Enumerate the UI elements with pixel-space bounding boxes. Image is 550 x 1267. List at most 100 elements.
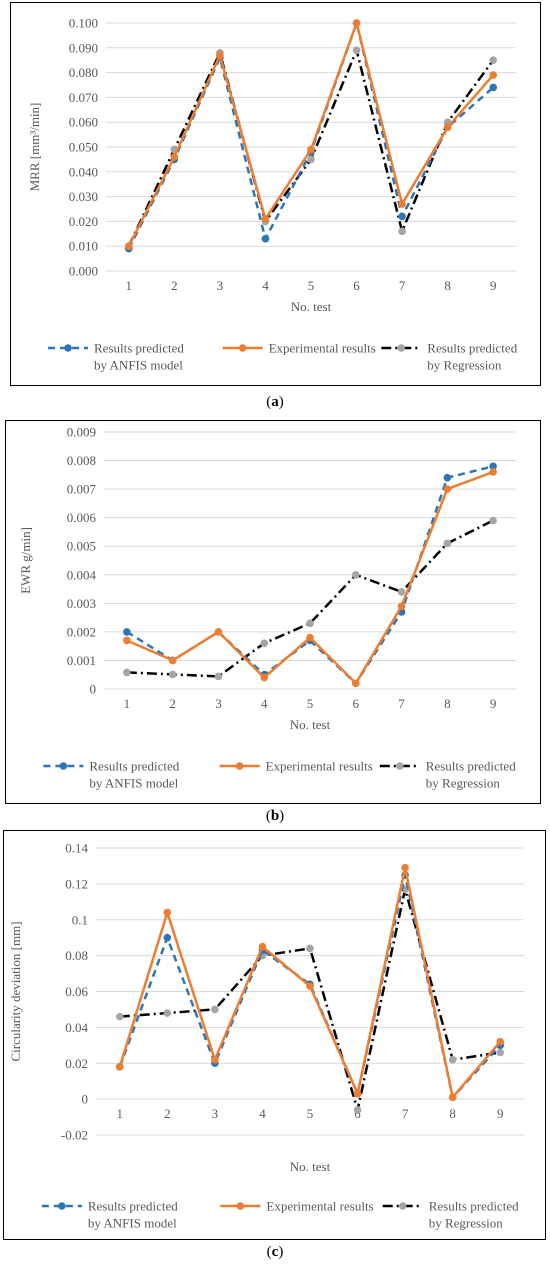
x-tick-label: 4: [262, 278, 269, 293]
legend-swatch-marker: [64, 344, 72, 352]
y-tick-label: 0.100: [69, 16, 98, 31]
legend-label-line: Experimental results: [266, 1199, 373, 1214]
data-point-experimental: [496, 1037, 505, 1046]
data-point-experimental: [170, 153, 179, 161]
x-tick-label: 5: [307, 696, 314, 711]
x-tick-label: 7: [399, 278, 406, 293]
legend-label-line: Experimental results: [266, 759, 373, 774]
legend-label-line: Results predicted: [94, 341, 184, 356]
data-point-regression: [163, 1009, 172, 1017]
y-tick-label: 0.080: [69, 65, 98, 80]
y-tick-label: 0.002: [67, 624, 96, 639]
x-tick-label: 3: [215, 696, 222, 711]
x-tick-label: 4: [259, 1106, 266, 1121]
data-point-experimental: [448, 1093, 457, 1102]
y-tick-label: -0.02: [61, 1128, 88, 1143]
legend-label-experimental: Experimental results: [266, 1199, 373, 1214]
data-point-experimental: [306, 633, 314, 642]
legend-label-regression: Results predicted by Regression: [427, 341, 517, 373]
data-point-regression: [443, 539, 452, 548]
x-tick-label: 1: [126, 278, 132, 293]
caption-letter-b: b: [270, 808, 280, 824]
x-tick-label: 3: [212, 1106, 219, 1121]
x-tick-label: 9: [490, 696, 497, 711]
data-point-anfis: [163, 933, 172, 942]
x-tick-label: 2: [171, 278, 178, 293]
x-tick-label: 5: [308, 278, 315, 293]
data-point-regression: [306, 944, 314, 953]
y-axis-title: EWR g/min]: [18, 527, 33, 594]
x-tick-label: 2: [169, 696, 176, 711]
x-tick-label: 4: [261, 696, 268, 711]
data-point-experimental: [306, 982, 314, 990]
y-tick-label: 0.040: [69, 164, 98, 179]
chart-svg-a: 0.000 0.010 0.020 0.030 0.040 0.050 0.060 0.070…: [27, 16, 518, 373]
data-point-anfis: [261, 234, 270, 243]
data-point-experimental: [489, 468, 497, 476]
chart-panel-a: 0.000 0.010 0.020 0.030 0.040 0.050 0.060 0.070…: [10, 2, 541, 386]
legend-label-line: by Regression: [429, 1216, 504, 1231]
data-point-experimental: [397, 602, 406, 610]
data-point-regression: [353, 1106, 362, 1114]
y-tick-label: 0.08: [65, 948, 88, 963]
data-point-anfis: [489, 462, 497, 471]
data-point-regression: [115, 1012, 124, 1021]
y-tick-label: 0.090: [69, 40, 98, 55]
y-tick-label: 0.000: [69, 264, 98, 279]
y-tick-label: 0.02: [65, 1056, 88, 1071]
y-tick-label: 0.12: [65, 876, 88, 891]
y-tick-label: 0.1: [72, 912, 88, 927]
data-point-experimental: [124, 242, 133, 250]
y-tick-label: 0.020: [69, 214, 98, 229]
data-point-experimental: [443, 123, 452, 131]
chart-panel-b: 0 0.001 0.002 0.003 0.004 0.005 0.006 0.007 0.00…: [5, 420, 541, 804]
data-point-experimental: [163, 908, 172, 917]
data-point-experimental: [352, 19, 361, 27]
x-tick-label: 1: [117, 1106, 124, 1121]
data-point-regression: [398, 227, 406, 236]
y-tick-label: 0.060: [69, 115, 98, 130]
legend-swatch-marker: [398, 1202, 407, 1210]
x-tick-label: 1: [124, 696, 131, 711]
data-point-experimental: [353, 1089, 362, 1098]
legend-label-line: Results predicted: [89, 759, 179, 774]
data-point-experimental: [258, 942, 267, 951]
legend-swatch-marker: [238, 344, 247, 352]
x-tick-label: 8: [444, 696, 451, 711]
data-point-experimental: [211, 1055, 219, 1064]
legend-label-line: Results predicted: [88, 1199, 178, 1214]
series-line-anfis: [118, 873, 502, 1099]
data-point-experimental: [401, 863, 409, 872]
x-axis-title: No. test: [291, 299, 332, 314]
data-point-experimental: [351, 679, 360, 688]
y-tick-label: 0.030: [69, 189, 98, 204]
data-point-experimental: [168, 656, 177, 665]
data-point-regression: [496, 1048, 505, 1057]
data-point-anfis: [123, 628, 131, 636]
data-point-experimental: [260, 673, 269, 682]
data-point-regression: [260, 639, 269, 648]
data-point-regression: [352, 46, 361, 55]
data-point-regression: [489, 516, 497, 525]
x-tick-label: 6: [353, 278, 360, 293]
data-point-regression: [489, 56, 498, 64]
y-tick-label: 0.004: [67, 567, 97, 582]
y-tick-label: 0.050: [69, 140, 98, 155]
x-tick-label: 9: [490, 278, 497, 293]
caption-b: (b): [265, 808, 285, 824]
series-line-experimental: [127, 21, 495, 247]
legend-label-line: by ANFIS model: [89, 776, 178, 791]
x-tick-label: 7: [398, 696, 405, 711]
data-point-experimental: [123, 636, 131, 645]
x-tick-label: 9: [497, 1106, 504, 1121]
legend-label-anfis: Results predicted by ANFIS model: [88, 1199, 178, 1231]
data-point-regression: [397, 588, 406, 596]
y-tick-label: 0.009: [67, 425, 96, 440]
legend-label-line: by ANFIS model: [94, 358, 183, 373]
data-point-regression: [306, 619, 314, 628]
y-tick-label: 0.007: [67, 482, 97, 497]
legend-label-line: Results predicted: [429, 1199, 519, 1214]
x-tick-label: 5: [307, 1106, 314, 1121]
legend-swatch-marker: [397, 344, 406, 352]
x-tick-label: 8: [449, 1106, 456, 1121]
